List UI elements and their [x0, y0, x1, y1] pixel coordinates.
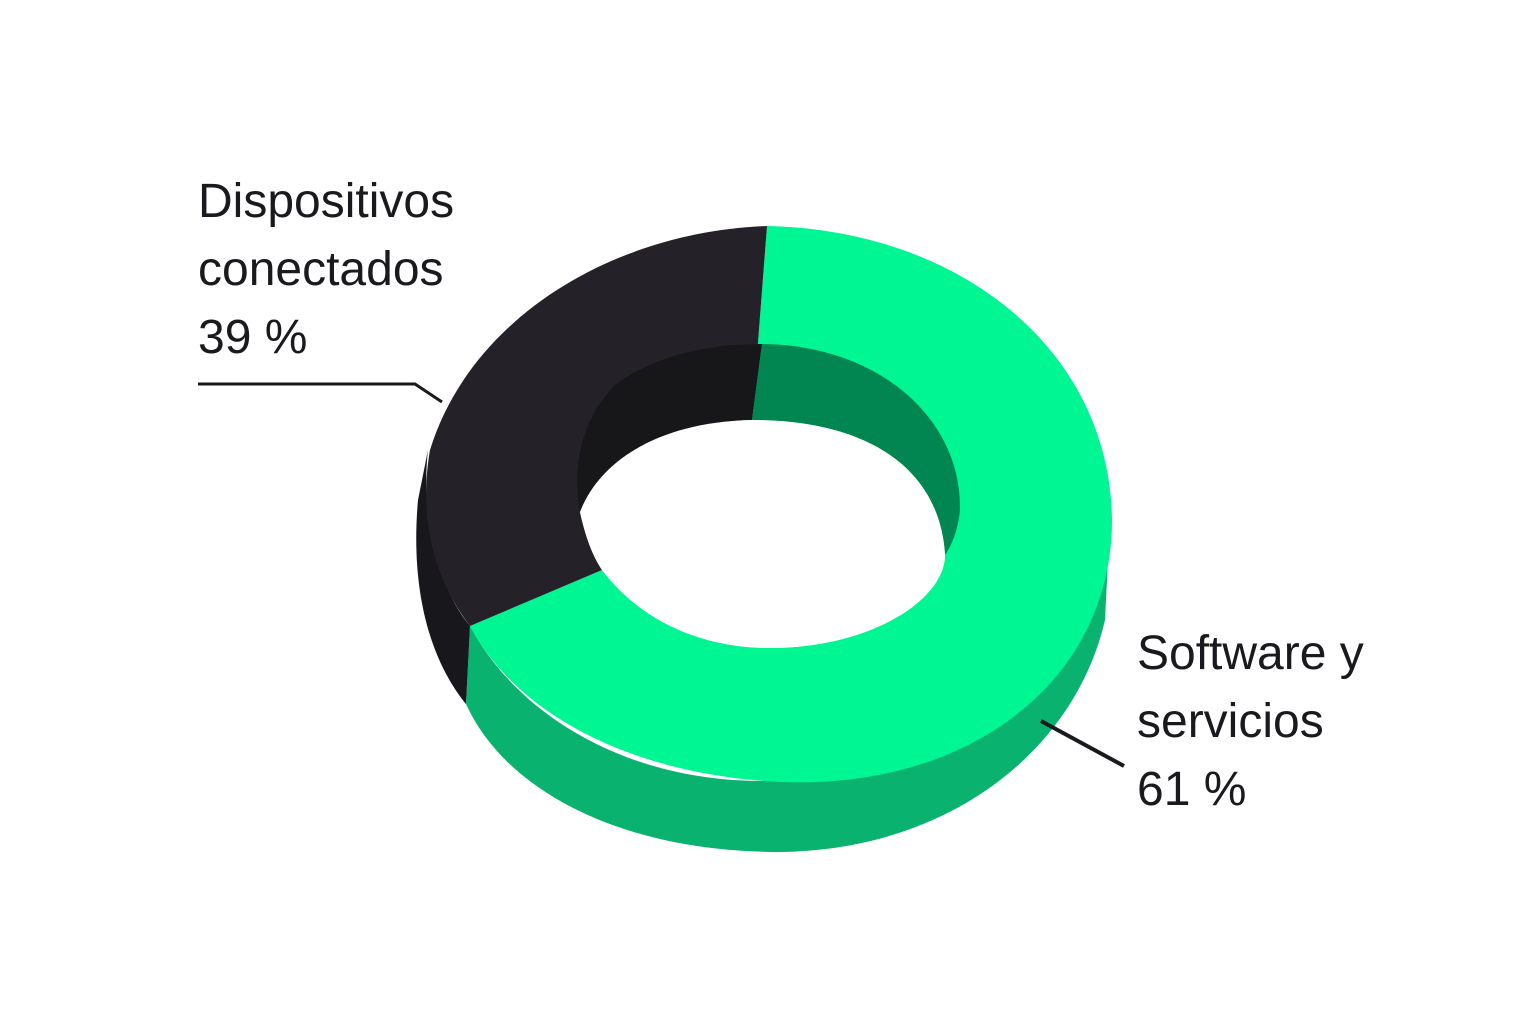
donut-side-walls	[416, 450, 1108, 852]
label-devices-value: 39 %	[198, 311, 308, 364]
label-software-line2: servicios	[1137, 695, 1324, 748]
label-software-line1: Software y	[1137, 627, 1364, 680]
label-software: Software y servicios 61 %	[1137, 620, 1364, 824]
slice-software-top	[470, 226, 1112, 783]
label-software-value: 61 %	[1137, 763, 1247, 816]
software-inner-wall	[752, 344, 961, 555]
leader-line-software	[1040, 719, 1125, 768]
donut-hole	[580, 420, 945, 648]
label-devices-line1: Dispositivos	[198, 175, 455, 228]
devices-inner-wall	[577, 344, 762, 512]
label-devices: Dispositivos conectados 39 %	[198, 168, 454, 372]
leader-line-devices	[198, 382, 443, 404]
devices-side-wall	[416, 450, 470, 704]
software-side-wall	[466, 560, 1108, 852]
label-devices-line2: conectados	[198, 243, 444, 296]
